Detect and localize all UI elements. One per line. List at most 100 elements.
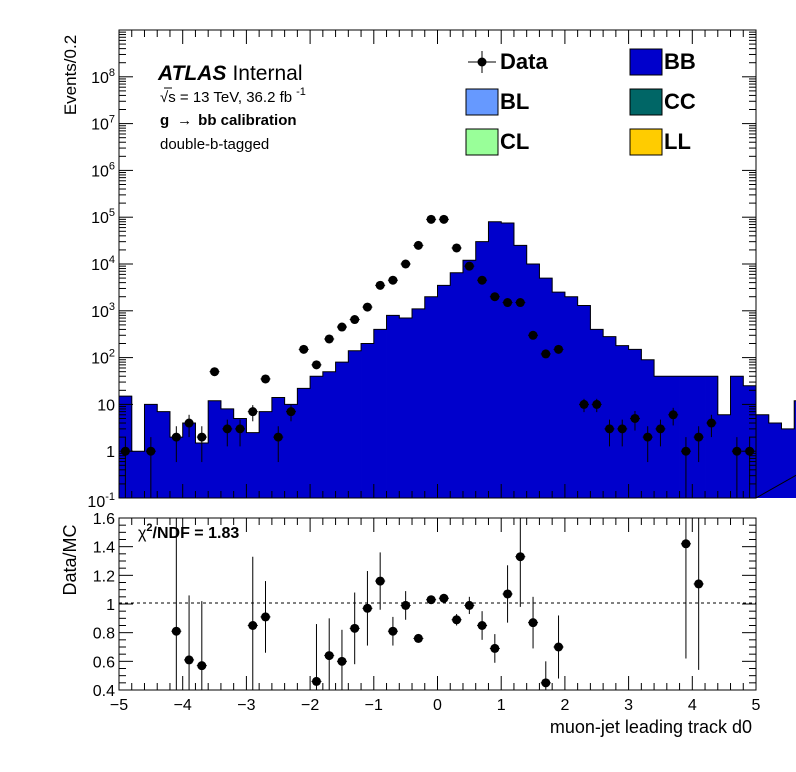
mc-stack	[118, 221, 796, 499]
mc-bb-bar	[590, 329, 604, 498]
data-point	[184, 418, 194, 428]
data-point	[579, 399, 589, 409]
ratio-y-tick-label: 1.2	[93, 568, 115, 585]
ratio-point	[452, 615, 462, 625]
mc-bb-bar	[373, 329, 387, 498]
data-point	[681, 446, 691, 456]
ratio-point	[541, 678, 551, 688]
ratio-y-tick-label: 0.8	[93, 626, 115, 643]
main-y-tick-label: 10-1	[87, 491, 115, 511]
data-point	[643, 432, 653, 442]
ratio-point	[248, 621, 258, 630]
mc-bb-bar	[310, 376, 324, 498]
legend-label-data: Data	[500, 49, 548, 74]
ratio-x-tick-label: −5	[110, 697, 128, 714]
ratio-point	[490, 643, 500, 653]
selection-label: double-b-tagged	[160, 136, 269, 153]
ratio-x-tick-label: 5	[752, 697, 761, 714]
data-point	[401, 259, 411, 269]
legend-label-bl: BL	[500, 89, 529, 114]
data-point	[286, 407, 296, 417]
mc-bb-bar	[756, 414, 770, 498]
data-point	[426, 214, 436, 224]
data-point	[477, 275, 487, 285]
ratio-x-axis: −5 −4 −3 −2 −1 0 1 2 3 4 5	[110, 518, 761, 714]
ratio-point	[413, 633, 423, 643]
ratio-point	[477, 621, 487, 630]
ratio-x-tick-label: 3	[624, 697, 633, 714]
data-point	[592, 399, 602, 409]
mc-bb-bar	[233, 418, 247, 498]
sqrt-symbol: √	[160, 89, 169, 106]
data-point	[490, 292, 500, 302]
ratio-point	[528, 618, 538, 628]
data-point	[515, 298, 525, 308]
mc-bb-bar	[335, 362, 349, 498]
ratio-x-tick-label: −4	[174, 697, 192, 714]
mc-bb-bar	[794, 400, 796, 498]
ratio-point	[261, 612, 271, 622]
legend: Data BB BL CC CL LL	[465, 48, 696, 156]
ratio-point	[681, 539, 691, 549]
mc-bb-bar	[246, 432, 260, 498]
ratio-point	[171, 626, 181, 636]
data-point	[541, 349, 551, 359]
main-y-tick-label: 1	[106, 444, 115, 461]
mc-bb-bar	[462, 260, 477, 498]
ratio-x-tick-label: 1	[497, 697, 506, 714]
mc-bb-bar	[666, 376, 680, 498]
main-y-axis: 10-1 1 10 102 103 104 105 106 107 108	[87, 31, 756, 511]
ratio-point	[439, 593, 449, 603]
data-point	[630, 413, 640, 423]
data-point	[464, 261, 474, 271]
mc-bb-bar	[450, 272, 464, 498]
ratio-x-tick-label: −1	[365, 697, 383, 714]
data-point	[503, 298, 513, 308]
mc-bb-bar	[322, 371, 336, 498]
main-y-tick-label: 105	[91, 207, 115, 227]
internal-word: Internal	[232, 62, 302, 85]
mc-bb-bar	[195, 442, 209, 498]
data-point	[439, 214, 449, 224]
mc-bb-bar	[297, 388, 311, 498]
data-point	[668, 410, 678, 420]
ratio-point	[554, 642, 564, 652]
data-point	[375, 280, 385, 290]
mc-bb-bar	[717, 414, 731, 498]
mc-bb-bar	[526, 264, 540, 498]
mc-bb-bar	[259, 411, 273, 498]
ratio-point	[426, 595, 436, 605]
data-point	[706, 418, 716, 428]
data-point	[604, 424, 614, 434]
data-point	[324, 334, 334, 344]
ratio-point	[350, 623, 360, 633]
ratio-y-axis: 0.4 0.6 0.8 1 1.2 1.4 1.6	[93, 511, 756, 700]
ratio-point	[464, 600, 474, 610]
data-point	[362, 302, 372, 312]
data-point	[528, 330, 538, 340]
ratio-point	[362, 603, 372, 613]
ratio-point	[337, 656, 347, 666]
data-point	[350, 315, 360, 325]
ratio-x-tick-label: −2	[301, 697, 319, 714]
ratio-point	[401, 600, 411, 610]
ratio-frame	[118, 517, 757, 691]
mc-bb-bar	[208, 400, 222, 498]
main-y-tick-label: 102	[91, 348, 115, 368]
mc-bb-bar	[768, 423, 782, 498]
ratio-x-tick-label: 0	[433, 697, 442, 714]
data-points	[120, 214, 755, 456]
data-point	[655, 424, 665, 434]
ratio-x-tick-label: 4	[688, 697, 697, 714]
data-point	[261, 374, 271, 384]
main-y-tick-label: 106	[91, 160, 115, 180]
data-point	[617, 424, 627, 434]
mc-bb-bar	[552, 292, 566, 498]
mc-bb-bar	[284, 404, 298, 498]
ratio-y-tick-label: 0.6	[93, 654, 115, 671]
main-y-tick-label: 103	[91, 301, 115, 321]
ratio-point	[324, 651, 334, 661]
mc-bb-bar	[564, 296, 579, 498]
atlas-label: ATLAS Internal	[157, 62, 302, 85]
